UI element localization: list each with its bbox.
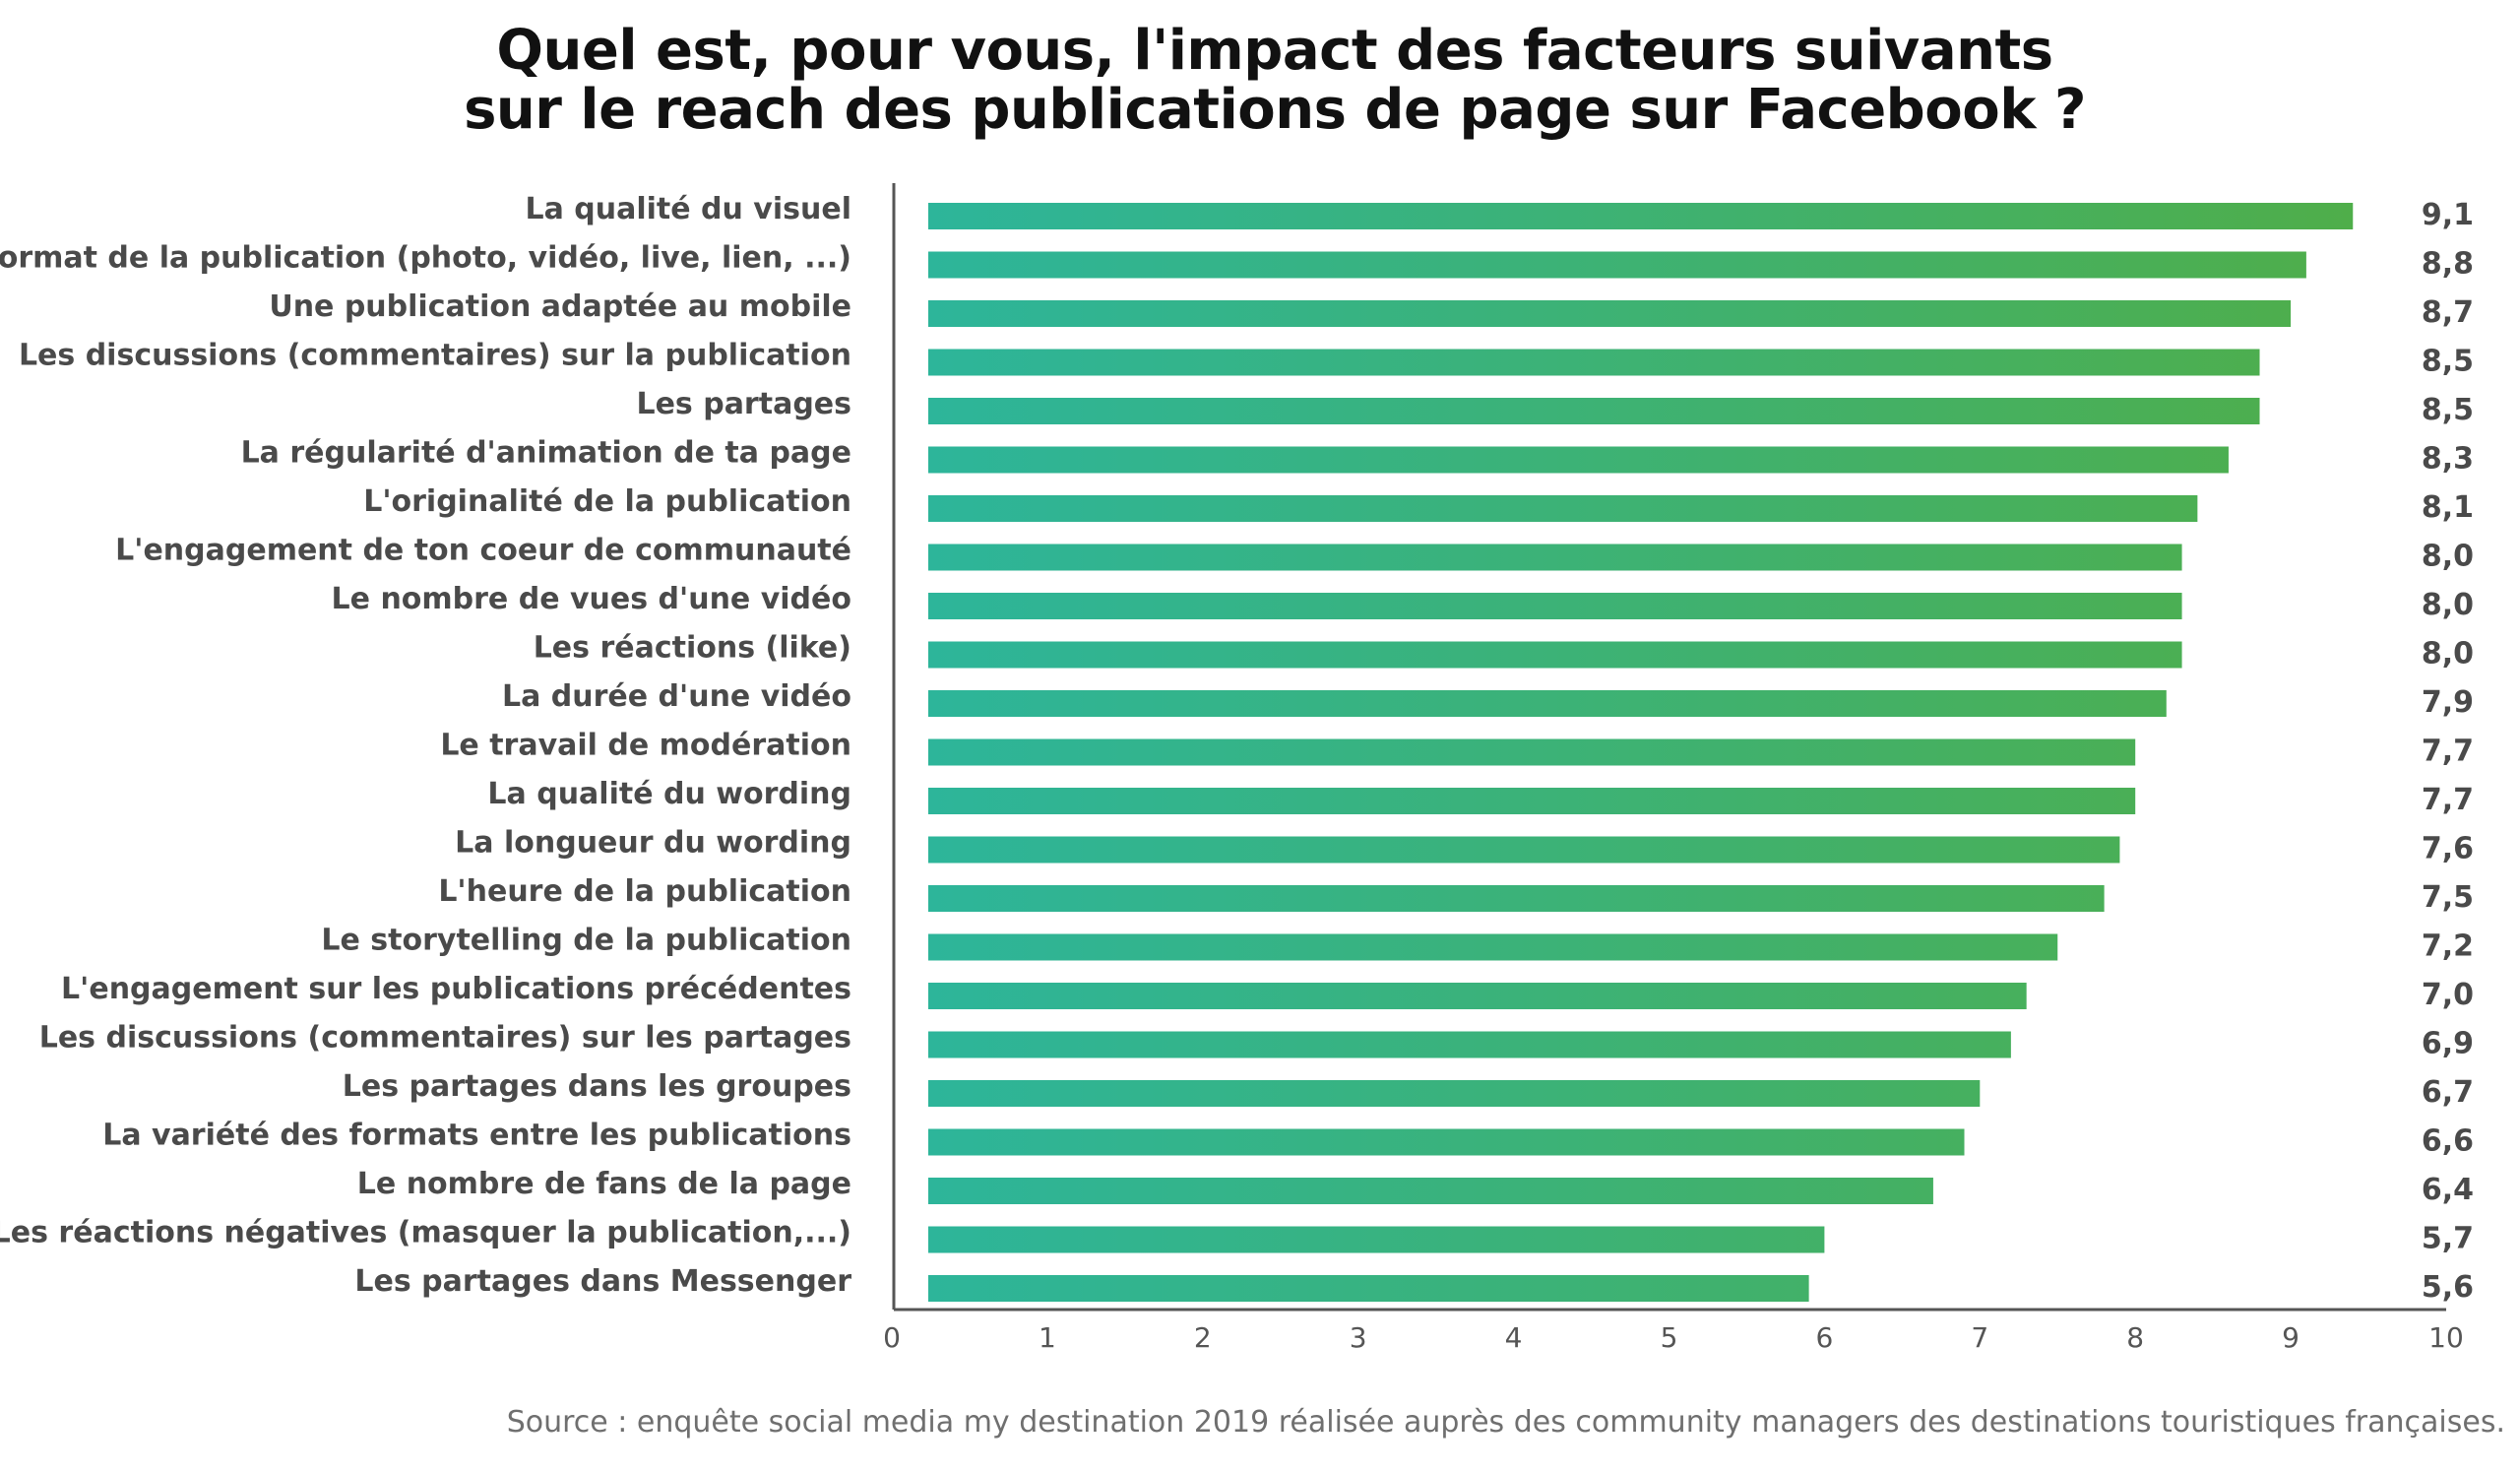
bar [928,933,2058,961]
value-label: 8,8 [2422,247,2474,282]
bar [928,1031,2011,1058]
value-label: 9,1 [2422,198,2474,232]
value-label: 7,2 [2422,929,2474,964]
bar [928,300,2292,327]
value-label: 7,6 [2422,832,2474,866]
bar [928,836,2120,864]
x-tick-label: 6 [1815,1321,1833,1354]
category-label: Le travail de modération [440,729,851,763]
value-label: 6,4 [2422,1173,2474,1207]
value-label: 8,1 [2422,490,2474,525]
value-label: 6,9 [2422,1027,2474,1061]
bar [928,544,2182,571]
x-tick-label: 1 [1039,1321,1056,1354]
category-label: La qualité du visuel [525,192,851,226]
value-label: 7,7 [2422,783,2474,817]
chart-title-line-2: sur le reach des publications de page su… [464,78,2086,142]
category-label: Les discussions (commentaires) sur les p… [39,1021,851,1056]
category-label: Les partages [636,387,851,421]
bar [928,1178,1933,1204]
category-label: Les partages dans les groupes [343,1069,851,1104]
category-label: Les réactions (like) [534,631,851,666]
chart-title: Quel est, pour vous, l'impact des facteu… [0,22,2520,140]
bar [928,690,2167,717]
category-label: Le storytelling de la publication [321,924,851,958]
bar [928,251,2306,279]
bar [928,983,2027,1009]
category-label: Les discussions (commentaires) sur la pu… [19,339,851,373]
value-label: 8,5 [2422,393,2474,427]
bar [928,788,2136,814]
x-tick-label: 10 [2428,1321,2464,1354]
category-label: La variété des formats entre les publica… [102,1119,851,1153]
category-label: Le nombre de fans de la page [357,1167,851,1201]
x-tick-label: 5 [1661,1321,1678,1354]
source-note: Source : enquête social media my destina… [506,1405,2505,1440]
category-label: Les partages dans Messenger [354,1264,851,1299]
bar [928,203,2354,229]
x-tick-label: 2 [1194,1321,1212,1354]
value-label: 8,3 [2422,442,2474,477]
chart-title-line-1: Quel est, pour vous, l'impact des facteu… [496,19,2053,83]
x-tick-label: 0 [883,1321,901,1354]
category-label: L'heure de la publication [438,874,851,909]
category-label: La régularité d'animation de ta page [241,436,851,471]
category-label: Une publication adaptée au mobile [269,289,851,324]
bar [928,1275,1809,1302]
bar [928,495,2198,522]
value-label: 7,7 [2422,735,2474,769]
value-label: 8,5 [2422,345,2474,379]
value-label: 8,0 [2422,588,2474,622]
x-tick-label: 8 [2126,1321,2144,1354]
bar [928,885,2105,912]
bar [928,1226,1825,1253]
value-label: 8,7 [2422,295,2474,330]
value-label: 5,7 [2422,1222,2474,1256]
x-tick-label: 7 [1971,1321,1988,1354]
bar [928,349,2260,376]
value-label: 6,7 [2422,1075,2474,1110]
bar [928,738,2136,766]
value-label: 5,6 [2422,1270,2474,1305]
value-label: 8,0 [2422,637,2474,672]
category-label: Les réactions négatives (masquer la publ… [0,1216,851,1250]
x-tick-label: 3 [1350,1321,1367,1354]
category-label: La qualité du wording [487,777,851,811]
x-tick-label: 4 [1505,1321,1523,1354]
category-label: L'originalité de la publication [363,484,851,519]
bar [928,398,2260,424]
category-label: Le nombre de vues d'une vidéo [332,582,851,616]
value-label: 7,0 [2422,978,2474,1012]
bar [928,593,2182,619]
bar [928,446,2229,474]
category-label: Le format de la publication (photo, vidé… [0,241,851,276]
x-tick-label: 9 [2282,1321,2300,1354]
value-label: 7,9 [2422,685,2474,720]
bar [928,1080,1981,1107]
category-label: La longueur du wording [455,826,851,861]
value-label: 8,0 [2422,540,2474,574]
category-label: L'engagement sur les publications précéd… [61,972,851,1006]
value-label: 6,6 [2422,1124,2474,1159]
value-label: 7,5 [2422,880,2474,915]
bar [928,641,2182,669]
category-label: L'engagement de ton coeur de communauté [115,534,851,568]
category-label: La durée d'une vidéo [502,679,851,714]
bar [928,1128,1965,1156]
